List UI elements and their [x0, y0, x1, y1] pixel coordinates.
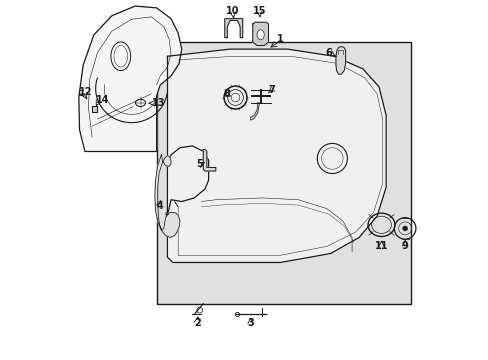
Polygon shape [335, 46, 345, 74]
Polygon shape [92, 107, 97, 112]
Polygon shape [224, 19, 242, 38]
Text: 6: 6 [325, 48, 331, 58]
Text: 13: 13 [152, 98, 165, 108]
Polygon shape [250, 103, 259, 120]
Text: 9: 9 [401, 241, 407, 251]
Text: 8: 8 [224, 89, 230, 99]
Polygon shape [167, 49, 386, 262]
Text: 7: 7 [267, 85, 274, 95]
Polygon shape [203, 149, 215, 171]
Circle shape [402, 226, 407, 231]
Polygon shape [79, 6, 182, 151]
Text: 14: 14 [96, 95, 109, 105]
Polygon shape [155, 155, 180, 237]
Polygon shape [252, 22, 268, 45]
Text: 11: 11 [374, 241, 387, 251]
Text: 3: 3 [247, 319, 253, 328]
Text: 2: 2 [193, 319, 200, 328]
Text: 4: 4 [156, 201, 163, 211]
Bar [156, 42, 410, 304]
Ellipse shape [257, 30, 264, 40]
Text: 10: 10 [226, 6, 239, 17]
Text: 15: 15 [252, 6, 266, 16]
Text: 5: 5 [196, 159, 203, 169]
Text: 12: 12 [79, 87, 92, 97]
Text: 1: 1 [276, 35, 283, 44]
